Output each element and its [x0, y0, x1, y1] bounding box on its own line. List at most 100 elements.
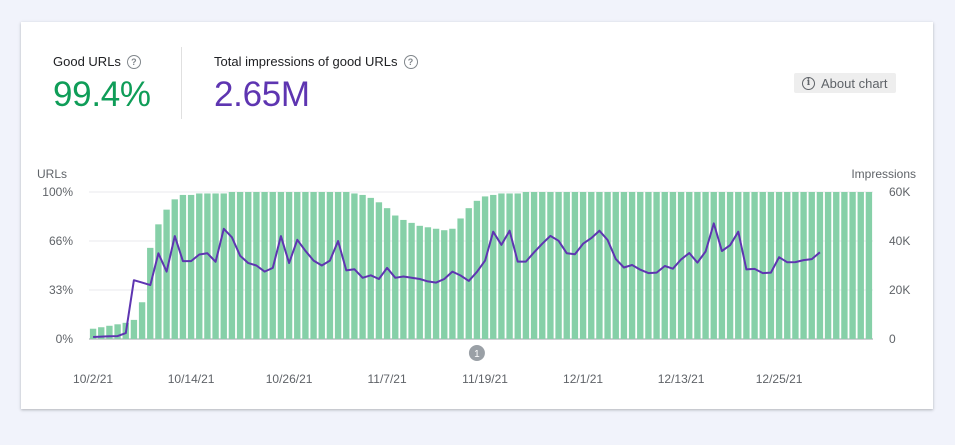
url-bar — [457, 218, 464, 339]
url-bar — [726, 192, 734, 339]
url-bar — [620, 192, 628, 339]
metric-divider — [181, 47, 182, 119]
url-bar — [775, 192, 783, 339]
x-axis-tick-label: 11/19/21 — [462, 372, 508, 386]
impressions-line — [93, 222, 821, 338]
url-bar — [506, 193, 513, 339]
right-axis-tick-label: 0 — [889, 332, 896, 346]
good-urls-value: 99.4% — [53, 75, 151, 114]
right-axis-tick-label: 60K — [889, 185, 910, 199]
url-bar — [89, 328, 97, 339]
about-chart-button[interactable]: i About chart — [794, 73, 896, 93]
url-bar — [375, 202, 383, 339]
url-bar — [816, 192, 824, 339]
url-bar — [530, 192, 538, 339]
x-axis-tick-label: 10/2/21 — [73, 372, 113, 386]
help-icon[interactable]: ? — [403, 54, 418, 69]
x-axis-tick-label: 11/7/21 — [368, 372, 407, 386]
url-bar — [563, 192, 570, 339]
url-bar — [473, 200, 481, 339]
url-bar — [98, 327, 105, 339]
url-bar — [792, 192, 799, 339]
url-bar — [808, 192, 815, 339]
url-bar — [571, 192, 579, 339]
url-bar — [212, 193, 219, 339]
url-bar — [400, 219, 407, 339]
url-bar — [677, 192, 685, 339]
right-axis-tick-label: 40K — [889, 234, 910, 248]
url-bar — [130, 319, 138, 339]
url-bar — [759, 192, 766, 339]
url-bar — [710, 192, 717, 339]
url-bar — [751, 192, 758, 339]
url-bar — [694, 192, 701, 339]
url-bar — [514, 193, 521, 339]
url-bar — [285, 192, 293, 339]
about-chart-label: About chart — [821, 75, 888, 91]
url-bar — [236, 192, 244, 339]
url-bar — [449, 228, 456, 339]
url-bar — [383, 208, 391, 339]
url-bar — [367, 197, 374, 339]
x-axis-tick-label: 10/14/21 — [168, 372, 215, 386]
good-urls-metric: Good URLs ? 99.4% — [53, 54, 151, 115]
url-bar — [833, 192, 840, 339]
url-bar — [824, 192, 832, 339]
x-axis-tick-label: 12/13/21 — [658, 372, 705, 386]
url-bar — [179, 194, 187, 339]
url-bar — [171, 199, 178, 339]
good-urls-label: Good URLs — [53, 54, 121, 69]
url-bar — [579, 192, 587, 339]
url-bar — [416, 225, 423, 339]
url-bar — [800, 192, 807, 339]
url-bar — [555, 192, 562, 339]
url-bar — [187, 194, 195, 339]
url-bar — [196, 193, 203, 339]
left-axis-tick-label: 66% — [49, 234, 73, 248]
right-axis-title: Impressions — [851, 167, 916, 181]
x-axis-tick-label: 10/26/21 — [266, 372, 313, 386]
info-icon: i — [802, 76, 815, 90]
url-bar — [669, 192, 677, 339]
url-bar — [767, 192, 775, 339]
url-bar — [849, 192, 856, 339]
x-axis-tick-label: 12/25/21 — [756, 372, 803, 386]
url-bar — [539, 192, 546, 339]
left-axis-title: URLs — [37, 167, 67, 181]
url-bar — [155, 224, 162, 339]
url-bar — [294, 192, 301, 339]
url-bar — [653, 192, 660, 339]
url-bar — [432, 228, 440, 339]
url-bar — [522, 192, 530, 339]
x-axis-tick-label: 12/1/21 — [563, 372, 603, 386]
url-bar — [114, 324, 121, 339]
url-bar — [310, 192, 317, 339]
url-bar — [465, 208, 472, 339]
help-icon[interactable]: ? — [126, 54, 141, 69]
url-bar — [334, 192, 342, 339]
url-bar — [612, 192, 619, 339]
url-bar — [245, 192, 252, 339]
url-bar — [718, 192, 726, 339]
url-bar — [302, 192, 309, 339]
url-bar — [261, 192, 268, 339]
url-bar — [865, 192, 873, 339]
url-bar — [588, 192, 595, 339]
url-bar — [326, 192, 334, 339]
url-bar — [441, 230, 448, 339]
core-web-vitals-card: Good URLs ? 99.4% Total impressions of g… — [21, 22, 933, 409]
url-bar — [637, 192, 644, 339]
left-axis-tick-label: 0% — [56, 332, 74, 346]
url-bar — [343, 192, 350, 339]
url-bar — [784, 192, 791, 339]
url-bar — [735, 192, 742, 339]
url-bar — [702, 192, 709, 339]
annotation-marker-label: 1 — [474, 349, 480, 360]
url-bar — [424, 227, 432, 339]
url-bar — [277, 192, 285, 339]
url-bar — [359, 194, 366, 339]
url-bar — [147, 247, 154, 339]
url-bar — [841, 192, 848, 339]
url-bar — [645, 192, 652, 339]
annotation-marker — [468, 345, 485, 361]
